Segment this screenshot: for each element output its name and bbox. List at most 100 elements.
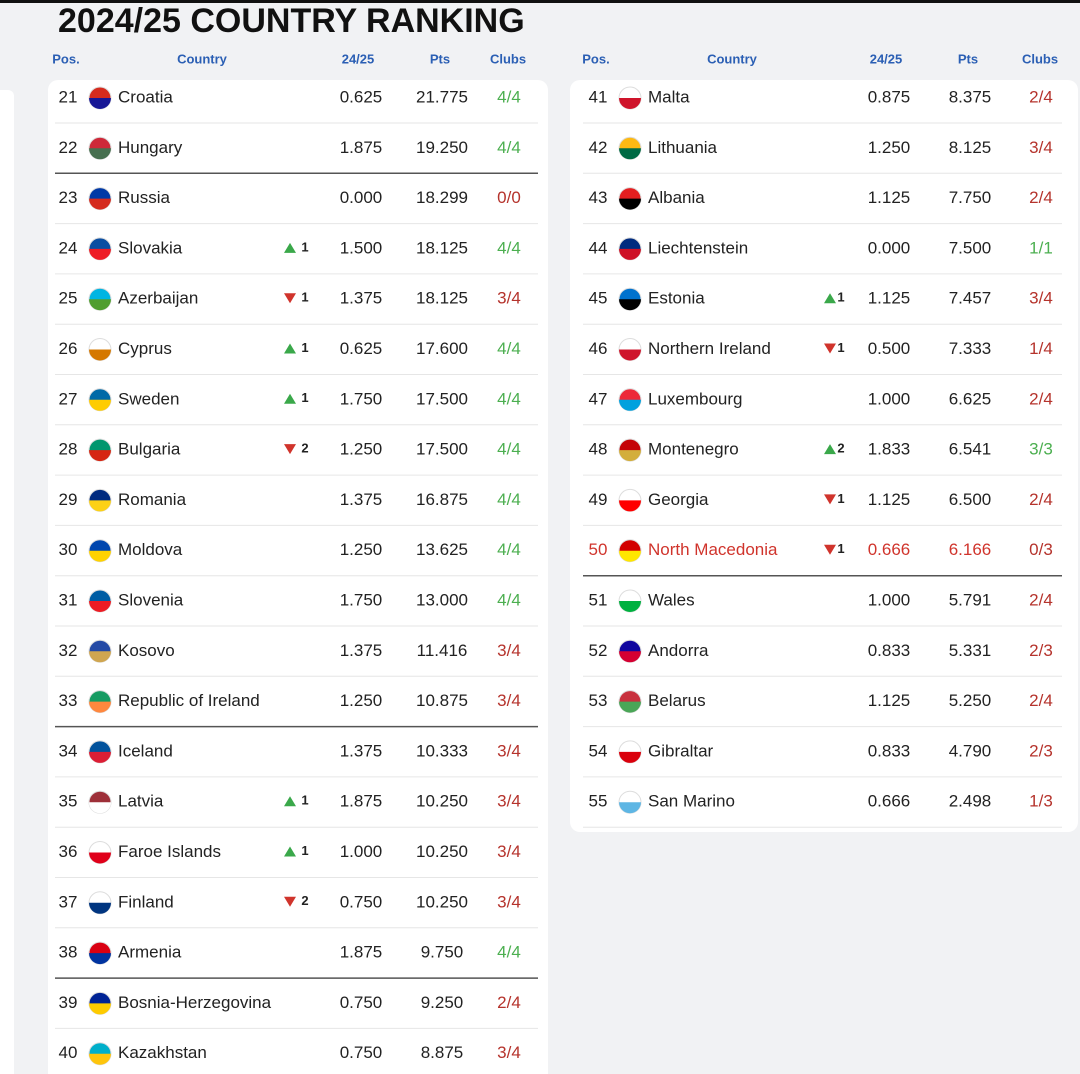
position: 25 xyxy=(59,289,78,308)
season-points: 1.375 xyxy=(340,490,383,509)
arrow-up xyxy=(284,846,296,857)
clubs: 1/1 xyxy=(1029,238,1053,257)
arrow-down xyxy=(824,343,836,354)
total-points: 6.625 xyxy=(949,389,992,408)
header-pts: Pts xyxy=(958,51,978,66)
total-points: 17.500 xyxy=(416,389,468,408)
side-card xyxy=(0,90,14,1074)
season-points: 1.000 xyxy=(868,590,911,609)
country: Iceland xyxy=(118,741,173,760)
movement: 1 xyxy=(301,239,308,254)
position: 26 xyxy=(59,339,78,358)
season-points: 1.250 xyxy=(340,540,383,559)
country: Azerbaijan xyxy=(118,289,198,308)
position: 44 xyxy=(589,238,608,257)
country: Russia xyxy=(118,188,171,207)
country: Kosovo xyxy=(118,641,175,660)
flag-detail xyxy=(89,601,111,612)
header-country: Country xyxy=(177,51,228,66)
flag-detail xyxy=(619,550,641,562)
position: 49 xyxy=(589,490,608,509)
season-points: 1.125 xyxy=(868,490,911,509)
flag-detail xyxy=(619,349,641,361)
flag-detail xyxy=(89,399,111,411)
country: Malta xyxy=(648,87,690,106)
country: Republic of Ireland xyxy=(118,691,260,710)
arrow-up xyxy=(824,444,836,455)
country: Romania xyxy=(118,490,187,509)
clubs: 4/4 xyxy=(497,540,521,559)
flag-detail xyxy=(619,198,641,210)
total-points: 8.125 xyxy=(949,138,992,157)
total-points: 8.875 xyxy=(421,1043,464,1062)
season-points: 1.125 xyxy=(868,188,911,207)
clubs: 3/4 xyxy=(1029,289,1053,308)
total-points: 5.331 xyxy=(949,641,992,660)
flag-detail xyxy=(619,450,641,462)
arrow-up xyxy=(824,293,836,304)
season-points: 0.666 xyxy=(868,792,911,811)
flag-detail xyxy=(89,550,111,562)
clubs: 3/4 xyxy=(497,741,521,760)
total-points: 17.500 xyxy=(416,440,468,459)
clubs: 4/4 xyxy=(497,590,521,609)
flag-detail xyxy=(89,248,111,260)
title: 2024/25 COUNTRY RANKING xyxy=(58,2,525,40)
flag-detail xyxy=(89,148,111,160)
movement: 1 xyxy=(837,290,844,305)
clubs: 3/4 xyxy=(497,892,521,911)
flag-detail xyxy=(89,751,111,763)
position: 21 xyxy=(59,87,78,106)
season-points: 1.500 xyxy=(340,238,383,257)
header-country: Country xyxy=(707,51,758,66)
season-points: 1.375 xyxy=(340,641,383,660)
flag-detail xyxy=(89,852,111,864)
position: 40 xyxy=(59,1043,78,1062)
total-points: 21.775 xyxy=(416,87,468,106)
clubs: 2/4 xyxy=(497,993,521,1012)
movement: 1 xyxy=(301,843,308,858)
country: Slovakia xyxy=(118,238,183,257)
flag-detail xyxy=(619,751,641,763)
movement: 2 xyxy=(301,893,308,908)
flag-detail xyxy=(619,701,641,713)
clubs: 0/3 xyxy=(1029,540,1053,559)
total-points: 6.541 xyxy=(949,440,992,459)
country: Croatia xyxy=(118,87,173,106)
season-points: 1.125 xyxy=(868,289,911,308)
season-points: 0.666 xyxy=(868,540,911,559)
clubs: 2/4 xyxy=(1029,691,1053,710)
clubs: 2/4 xyxy=(1029,590,1053,609)
clubs: 4/4 xyxy=(497,138,521,157)
position: 48 xyxy=(589,440,608,459)
position: 54 xyxy=(589,741,608,760)
position: 27 xyxy=(59,389,78,408)
clubs: 3/4 xyxy=(1029,138,1053,157)
arrow-up xyxy=(284,796,296,807)
country: Hungary xyxy=(118,138,183,157)
clubs: 3/3 xyxy=(1029,440,1053,459)
country: Luxembourg xyxy=(648,389,743,408)
position: 32 xyxy=(59,641,78,660)
total-points: 18.125 xyxy=(416,289,468,308)
flag-detail xyxy=(89,500,111,512)
season-points: 0.625 xyxy=(340,87,383,106)
position: 24 xyxy=(59,238,78,257)
season-points: 0.750 xyxy=(340,1043,383,1062)
clubs: 2/4 xyxy=(1029,490,1053,509)
total-points: 7.750 xyxy=(949,188,992,207)
movement: 1 xyxy=(837,491,844,506)
country: San Marino xyxy=(648,792,735,811)
total-points: 7.500 xyxy=(949,238,992,257)
clubs: 3/4 xyxy=(497,842,521,861)
arrow-up xyxy=(284,393,296,404)
total-points: 13.625 xyxy=(416,540,468,559)
season-points: 0.833 xyxy=(868,641,911,660)
country: Faroe Islands xyxy=(118,842,221,861)
season-points: 1.000 xyxy=(868,389,911,408)
flag-detail xyxy=(89,98,111,109)
flag-detail xyxy=(89,1003,111,1015)
country: Kazakhstan xyxy=(118,1043,207,1062)
total-points: 17.600 xyxy=(416,339,468,358)
